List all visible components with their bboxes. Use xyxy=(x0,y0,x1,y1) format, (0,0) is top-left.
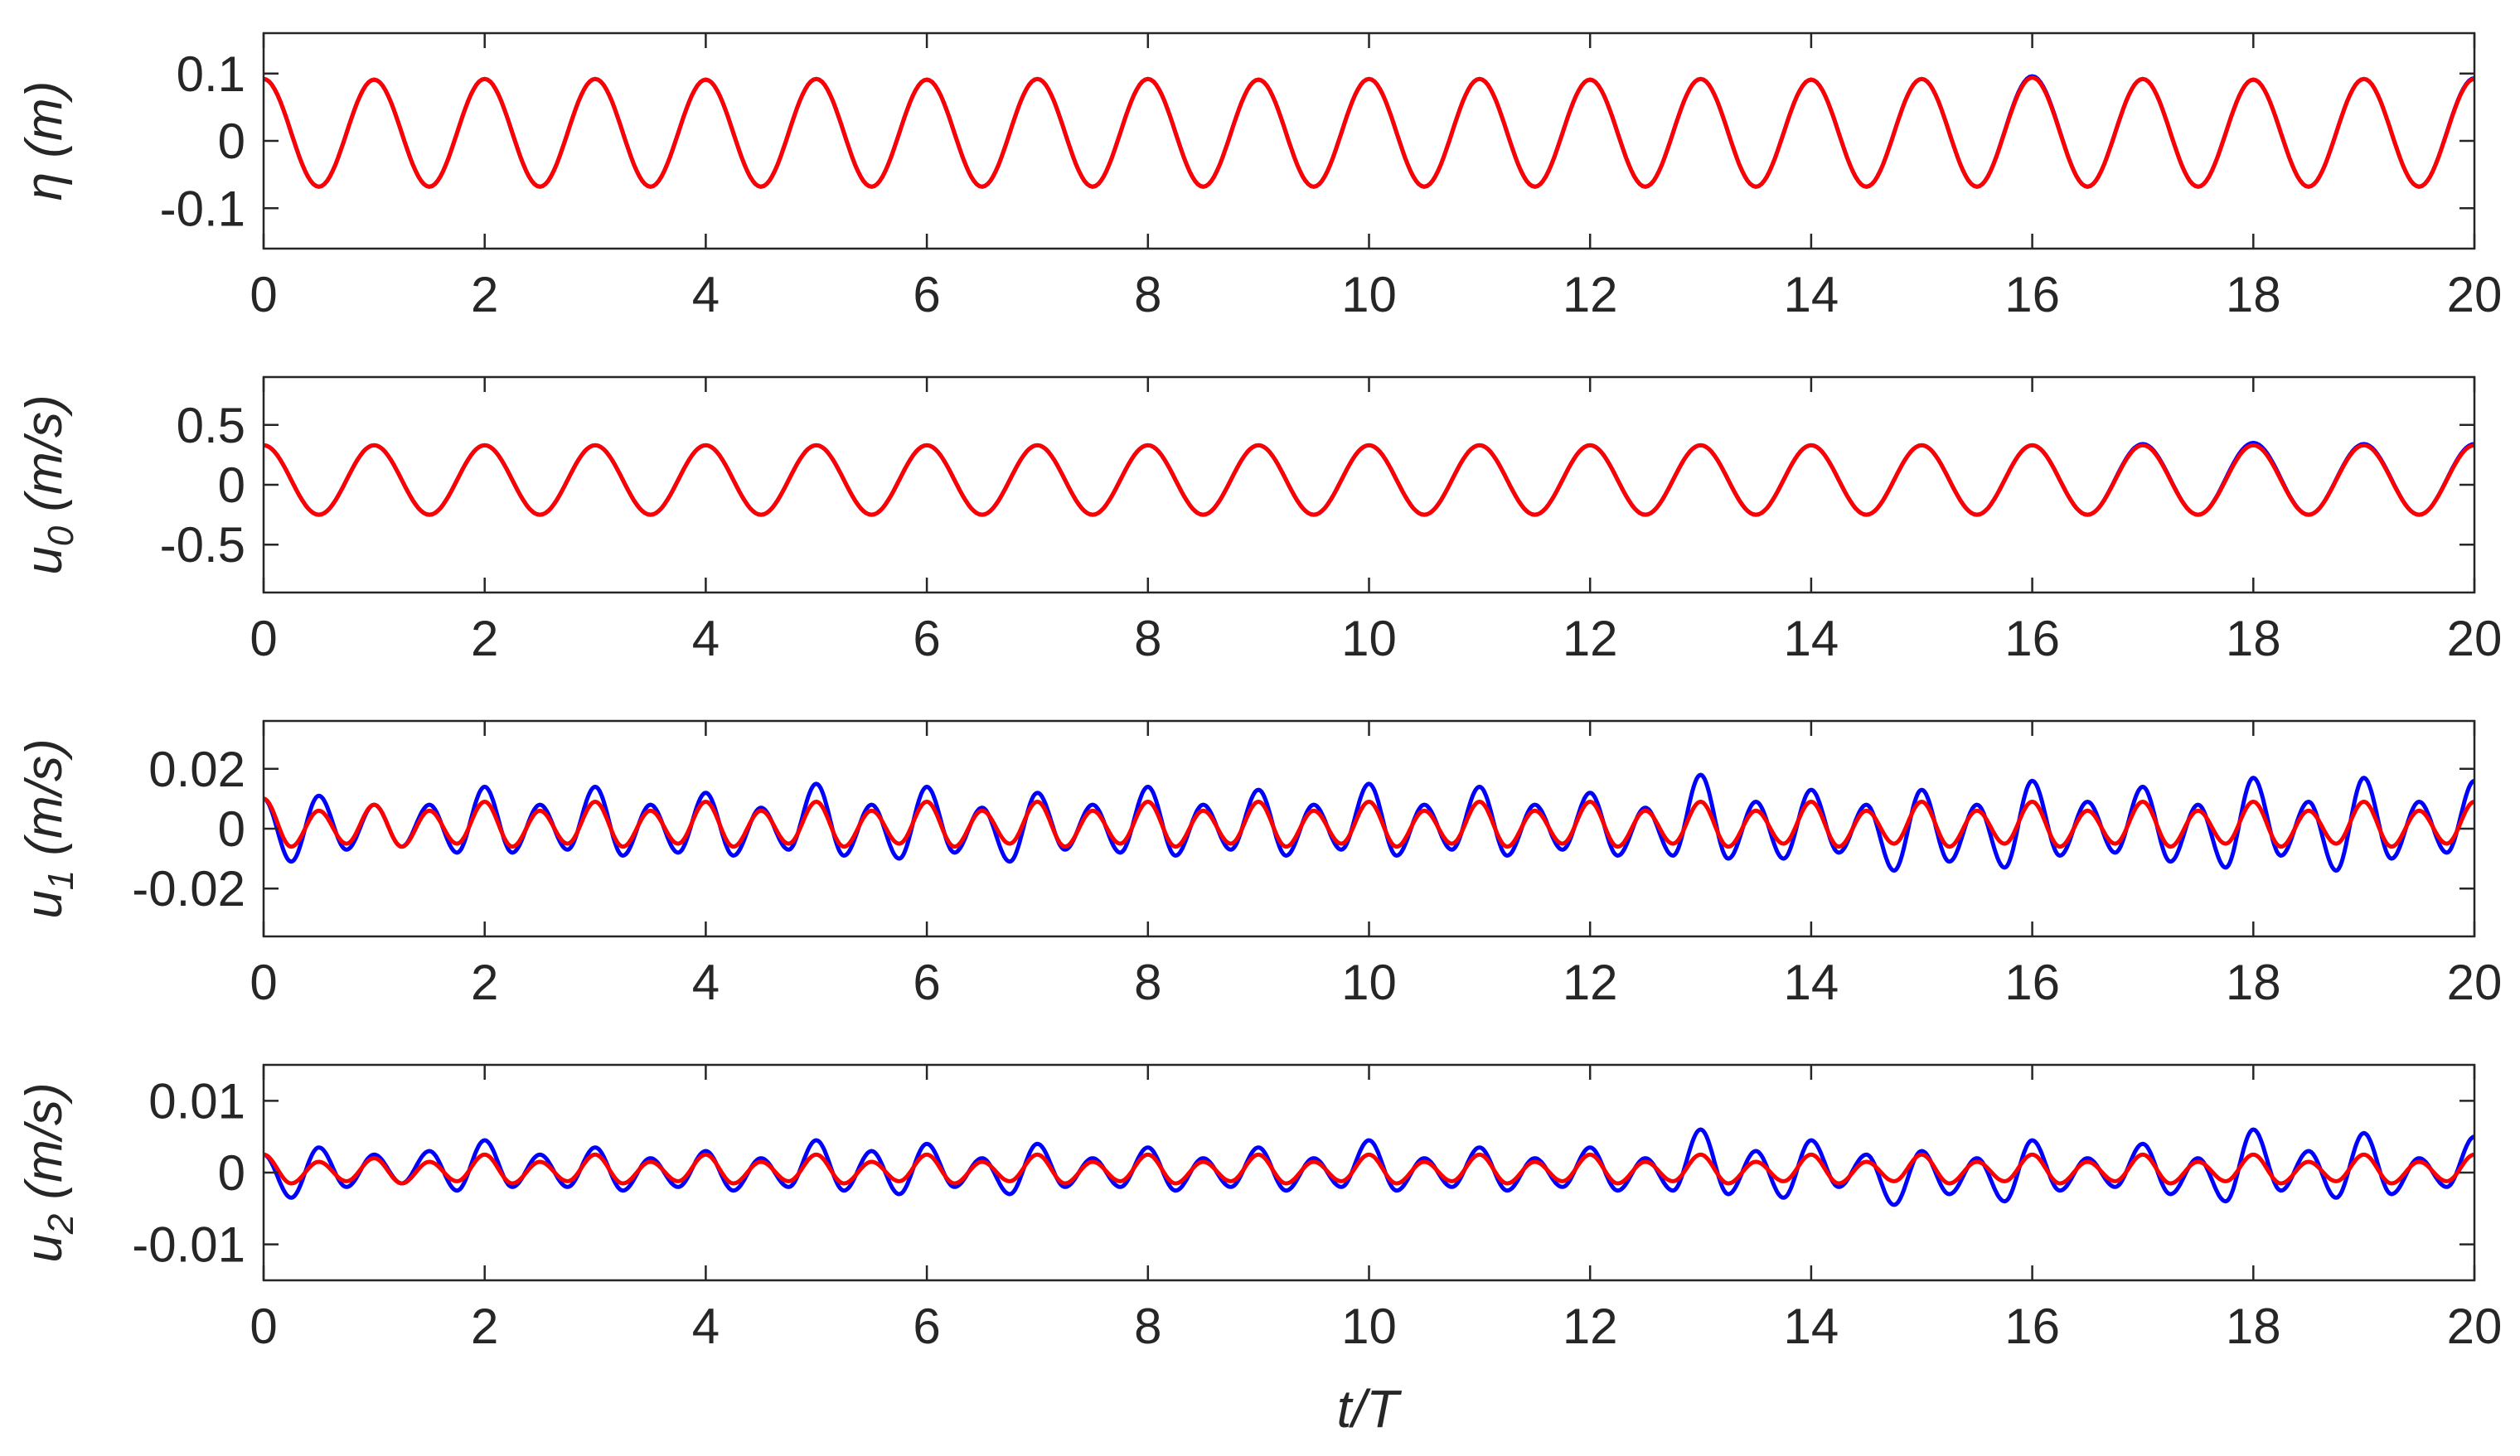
y-axis-label-subscript: 2 xyxy=(41,1214,81,1235)
x-tick-label: 18 xyxy=(2226,267,2281,322)
axes-box xyxy=(262,31,2476,250)
x-tick-label: 4 xyxy=(692,955,720,1010)
axes-box xyxy=(262,1063,2476,1282)
x-tick-label: 10 xyxy=(1341,955,1397,1010)
y-tick-label: 0.02 xyxy=(148,742,245,797)
y-tick-label: -0.5 xyxy=(160,517,245,573)
y-tick-label: 0 xyxy=(218,114,245,169)
x-tick-label: 18 xyxy=(2226,955,2281,1010)
x-tick-label: 14 xyxy=(1784,267,1839,322)
y-axis-label: u2 (m/s) xyxy=(16,1082,81,1262)
series-line-red xyxy=(264,1152,2474,1186)
y-axis-label-unit: (m/s) xyxy=(16,738,73,869)
series-line-blue xyxy=(264,74,2474,189)
series-line-blue xyxy=(264,1127,2474,1207)
y-axis-label-symbol: u xyxy=(16,546,73,574)
x-tick-label: 20 xyxy=(2447,611,2503,666)
series-line-red xyxy=(264,443,2474,517)
y-tick-label: 0.5 xyxy=(177,398,245,453)
panel-1: 0 2 4 6 8 10 12 14 16 18 200.10-0.1η (m) xyxy=(16,31,2503,322)
x-tick-label: 18 xyxy=(2226,611,2281,666)
x-tick-label: 8 xyxy=(1134,267,1161,322)
x-tick-label: 6 xyxy=(913,267,940,322)
series-line-blue xyxy=(264,440,2474,517)
series-group xyxy=(264,74,2474,189)
y-axis-label-symbol: u xyxy=(16,890,73,918)
series-group xyxy=(264,1127,2474,1207)
y-axis-label-unit: (m) xyxy=(16,81,73,172)
x-tick-label: 14 xyxy=(1784,955,1839,1010)
x-tick-label: 4 xyxy=(692,1299,720,1354)
x-tick-label: 20 xyxy=(2447,955,2503,1010)
x-tick-label: 14 xyxy=(1784,611,1839,666)
x-tick-label: 14 xyxy=(1784,1299,1839,1354)
x-tick-label: 2 xyxy=(471,1299,498,1354)
x-tick-label: 0 xyxy=(250,611,277,666)
y-axis-label-symbol: η xyxy=(16,172,73,201)
x-tick-label: 12 xyxy=(1563,1299,1618,1354)
x-tick-label: 8 xyxy=(1134,955,1161,1010)
x-tick-label: 6 xyxy=(913,955,940,1010)
x-axis-label: t/T xyxy=(1337,1379,1403,1439)
series-line-red xyxy=(264,796,2474,849)
x-tick-label: 12 xyxy=(1563,611,1618,666)
y-tick-label: 0 xyxy=(218,457,245,513)
x-tick-label: 10 xyxy=(1341,611,1397,666)
panel-2: 0 2 4 6 8 10 12 14 16 18 200.50-0.5u0 (m/s) xyxy=(16,375,2503,666)
x-tick-label: 16 xyxy=(2004,955,2060,1010)
x-tick-label: 4 xyxy=(692,611,720,666)
x-tick-label: 6 xyxy=(913,611,940,666)
x-tick-label: 2 xyxy=(471,955,498,1010)
x-tick-label: 8 xyxy=(1134,1299,1161,1354)
y-tick-label: -0.1 xyxy=(160,181,245,236)
x-tick-label: 18 xyxy=(2226,1299,2281,1354)
x-tick-label: 16 xyxy=(2004,611,2060,666)
y-tick-label: 0 xyxy=(218,1145,245,1201)
y-axis-label: u1 (m/s) xyxy=(16,738,81,918)
x-tick-label: 0 xyxy=(250,1299,277,1354)
y-tick-label: 0 xyxy=(218,801,245,857)
x-tick-label: 4 xyxy=(692,267,720,322)
x-tick-label: 2 xyxy=(471,267,498,322)
x-tick-label: 20 xyxy=(2447,1299,2503,1354)
x-tick-label: 16 xyxy=(2004,267,2060,322)
x-tick-label: 10 xyxy=(1341,1299,1397,1354)
y-tick-label: 0.01 xyxy=(148,1073,245,1129)
y-axis-label-symbol: u xyxy=(16,1234,73,1262)
y-axis-label: η (m) xyxy=(16,81,73,201)
x-tick-label: 0 xyxy=(250,267,277,322)
y-axis-label-unit: (m/s) xyxy=(16,1082,73,1213)
axes-box xyxy=(262,375,2476,594)
x-tick-label: 6 xyxy=(913,1299,940,1354)
x-tick-label: 10 xyxy=(1341,267,1397,322)
y-tick-label: -0.01 xyxy=(132,1217,245,1273)
y-axis-label-subscript: 1 xyxy=(41,870,81,890)
series-line-red xyxy=(264,75,2474,189)
y-tick-label: -0.02 xyxy=(132,861,245,917)
x-tick-label: 20 xyxy=(2447,267,2503,322)
x-tick-label: 16 xyxy=(2004,1299,2060,1354)
series-group xyxy=(264,772,2474,873)
x-tick-label: 0 xyxy=(250,955,277,1010)
y-tick-label: 0.1 xyxy=(177,46,245,102)
panels: 0 2 4 6 8 10 12 14 16 18 200.10-0.1η (m)0 2 4 6 8 10 12 1… xyxy=(16,31,2503,1354)
x-tick-label: 2 xyxy=(471,611,498,666)
series-line-blue xyxy=(264,772,2474,873)
x-tick-label: 12 xyxy=(1563,955,1618,1010)
y-axis-label-unit: (m/s) xyxy=(16,394,73,525)
y-axis-label: u0 (m/s) xyxy=(16,394,81,574)
y-axis-label-subscript: 0 xyxy=(41,525,81,546)
x-tick-label: 12 xyxy=(1563,267,1618,322)
axes-box xyxy=(262,719,2476,938)
series-group xyxy=(264,440,2474,517)
x-tick-label: 8 xyxy=(1134,611,1161,666)
